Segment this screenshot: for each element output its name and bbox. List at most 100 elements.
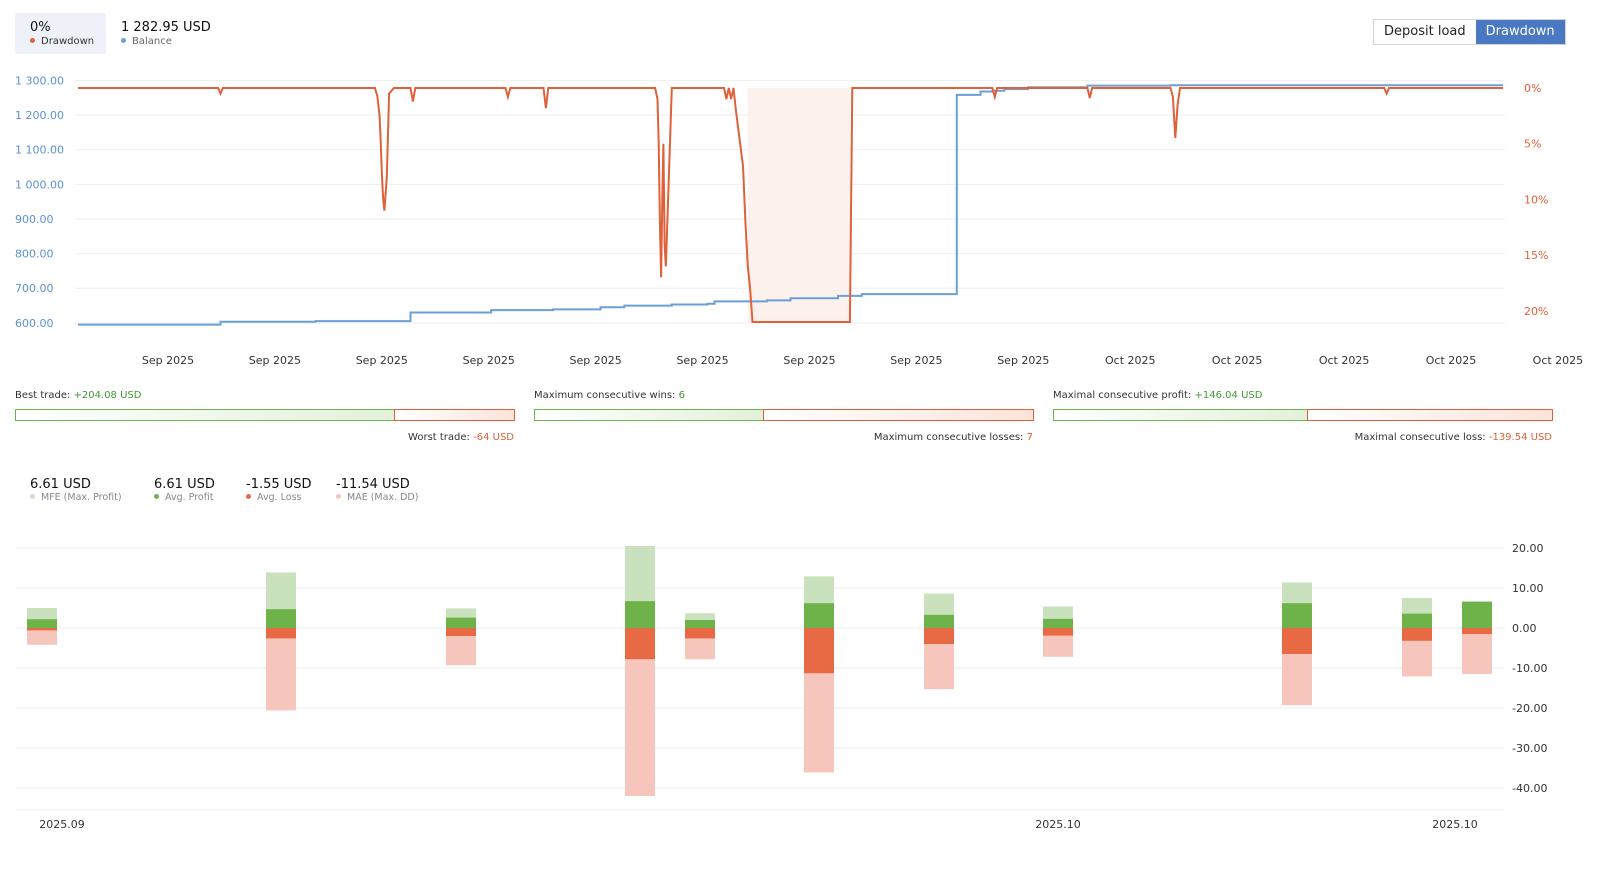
avg-profit-bar <box>924 614 954 628</box>
y-tick-label: -10.00 <box>1512 662 1547 675</box>
x-tick-label: Sep 2025 <box>890 354 942 367</box>
drawdown-button[interactable]: Drawdown <box>1475 20 1565 44</box>
avg-loss-bar <box>1402 628 1432 641</box>
drawdown-line <box>78 87 1503 323</box>
avg-profit-bar <box>804 603 834 628</box>
y-tick-label: 10.00 <box>1512 582 1544 595</box>
avg-profit-bar <box>266 609 296 628</box>
x-tick-label: Sep 2025 <box>570 354 622 367</box>
avg-profit-bar <box>1462 601 1492 628</box>
drawdown-legend-label: Drawdown <box>30 36 94 47</box>
mae-dot-icon <box>336 494 341 499</box>
avg-profit-bar <box>446 617 476 628</box>
x-tick-label: Oct 2025 <box>1533 354 1584 367</box>
mode-toggle: Deposit load Drawdown <box>1373 19 1566 45</box>
mae-value: -11.54 USD <box>336 477 410 492</box>
mfe-value: 6.61 USD <box>30 477 91 492</box>
balance-line <box>78 84 1503 326</box>
mfe-mae-bar-chart: 20.00 10.00 0.00 -10.00 -20.00 -30.00 -40.00 2… <box>15 542 1547 831</box>
y-left-tick-label: 800.00 <box>15 248 54 261</box>
max-consecutive-profit-value: +146.04 USD <box>1194 390 1263 401</box>
drawdown-shaded-region <box>747 88 850 322</box>
y-left-tick-label: 600.00 <box>15 317 54 330</box>
avg-loss-bar <box>446 628 476 636</box>
x-tick-label: Oct 2025 <box>1319 354 1370 367</box>
balance-label: Balance <box>132 36 172 47</box>
max-consecutive-wins-stat: Maximum consecutive wins: 6 <box>534 390 685 401</box>
drawdown-label: Drawdown <box>41 36 95 47</box>
stat-bar-positive <box>15 409 395 421</box>
max-consecutive-wins-value: 6 <box>678 390 685 401</box>
worst-trade-value: -64 USD <box>473 432 514 443</box>
avg-loss-bar <box>924 628 954 644</box>
y-right-tick-label: 0% <box>1524 82 1541 95</box>
avg-loss-bar <box>1043 628 1073 636</box>
x-tick-label: 2025.10 <box>1035 818 1081 831</box>
x-tick-label: Sep 2025 <box>356 354 408 367</box>
avg-loss-legend[interactable]: Avg. Loss <box>246 492 301 503</box>
drawdown-value: 0% <box>30 20 51 35</box>
avg-loss-bar <box>625 628 655 660</box>
stat-bar-positive <box>1053 409 1308 421</box>
balance-value: 1 282.95 USD <box>121 20 211 35</box>
y-right-tick-label: 20% <box>1524 305 1548 318</box>
consecutive-wins-losses-bar <box>534 409 1034 421</box>
mfe-dot-icon <box>30 494 35 499</box>
x-tick-label: Sep 2025 <box>142 354 194 367</box>
y-tick-label: 0.00 <box>1512 622 1537 635</box>
worst-trade-stat: Worst trade: -64 USD <box>408 432 514 443</box>
avg-profit-bar <box>625 601 655 628</box>
y-tick-label: -40.00 <box>1512 782 1547 795</box>
avg-loss-bar <box>266 628 296 639</box>
mae-bar <box>27 628 57 645</box>
max-consecutive-losses-stat: Maximum consecutive losses: 7 <box>873 432 1033 443</box>
mae-legend[interactable]: MAE (Max. DD) <box>336 492 418 503</box>
y-right-tick-label: 10% <box>1524 193 1548 206</box>
stat-bar-negative <box>394 409 515 421</box>
avg-loss-value: -1.55 USD <box>246 477 312 492</box>
y-left-tick-label: 1 100.00 <box>15 144 64 157</box>
x-tick-label: Oct 2025 <box>1212 354 1263 367</box>
avg-profit-legend[interactable]: Avg. Profit <box>154 492 213 503</box>
best-trade-value: +204.08 USD <box>73 390 142 401</box>
y-right-tick-label: 5% <box>1524 138 1541 151</box>
avg-profit-dot-icon <box>154 494 159 499</box>
consecutive-profit-loss-bar <box>1053 409 1553 421</box>
mae-bar <box>266 628 296 711</box>
x-tick-label: 2025.09 <box>39 818 85 831</box>
y-tick-label: -30.00 <box>1512 742 1547 755</box>
y-tick-label: -20.00 <box>1512 702 1547 715</box>
y-left-tick-label: 900.00 <box>15 213 54 226</box>
max-consecutive-losses-value: 7 <box>1026 432 1033 443</box>
max-consecutive-loss-stat: Maximal consecutive loss: -139.54 USD <box>1354 432 1552 443</box>
balance-legend-label[interactable]: Balance <box>121 36 172 47</box>
avg-loss-dot-icon <box>246 494 251 499</box>
x-tick-label: 2025.10 <box>1432 818 1478 831</box>
max-consecutive-profit-stat: Maximal consecutive profit: +146.04 USD <box>1053 390 1263 401</box>
y-left-tick-label: 1 200.00 <box>15 109 64 122</box>
balance-drawdown-chart: 1 300.00 1 200.00 1 100.00 1 000.00 900.00 80… <box>15 74 1584 367</box>
y-left-tick-label: 1 300.00 <box>15 74 64 87</box>
avg-profit-value: 6.61 USD <box>154 477 215 492</box>
x-tick-label: Sep 2025 <box>249 354 301 367</box>
x-tick-label: Oct 2025 <box>1105 354 1156 367</box>
avg-profit-bar <box>1282 603 1312 628</box>
drawdown-legend-box[interactable] <box>15 13 106 54</box>
stat-bar-negative <box>763 409 1034 421</box>
y-left-tick-label: 1 000.00 <box>15 178 64 191</box>
avg-loss-bar <box>1282 628 1312 654</box>
x-tick-label: Sep 2025 <box>783 354 835 367</box>
avg-loss-bar <box>685 628 715 639</box>
avg-profit-bar <box>27 619 57 628</box>
y-tick-label: 20.00 <box>1512 542 1544 555</box>
deposit-load-button[interactable]: Deposit load <box>1384 24 1466 39</box>
mfe-legend[interactable]: MFE (Max. Profit) <box>30 492 122 503</box>
avg-profit-bar <box>685 620 715 628</box>
avg-profit-bar <box>1402 613 1432 628</box>
mae-bar <box>1462 628 1492 674</box>
avg-loss-bar <box>27 628 57 631</box>
avg-loss-bar <box>804 628 834 674</box>
stat-bar-negative <box>1307 409 1553 421</box>
best-trade-stat: Best trade: +204.08 USD <box>15 390 142 401</box>
x-tick-label: Oct 2025 <box>1426 354 1477 367</box>
